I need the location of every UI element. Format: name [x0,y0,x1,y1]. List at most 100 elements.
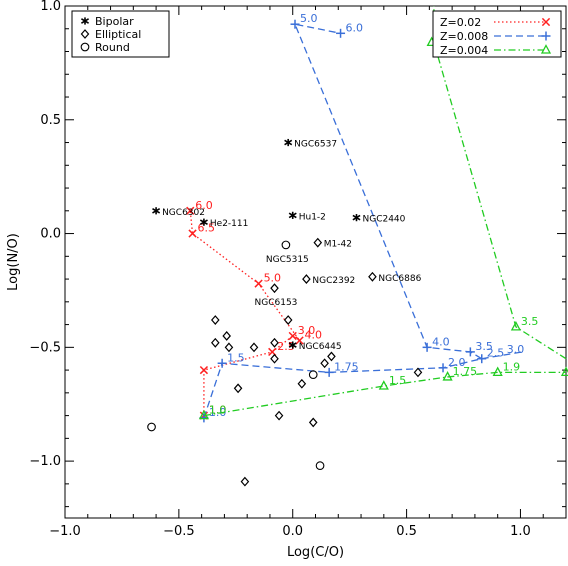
mass-label: 6.0 [346,21,364,34]
series-legend-box [432,10,562,58]
triangle-shape [378,380,389,390]
series-legend-label: Z=0.004 [440,44,488,57]
series-legend-marker [540,44,552,54]
mass-label: 1.9 [503,360,521,373]
mass-label: 3.5 [521,315,539,328]
x-tick-label: −0.5 [163,524,195,539]
pn-label: NGC6153 [255,298,298,308]
mass-label: 6.5 [198,222,216,235]
round-point [281,240,291,250]
y-axis-title: Log(N/O) [6,233,21,291]
x-tick-label: 0.5 [396,524,417,539]
elliptical-point [313,237,323,248]
diamond-shape [211,315,220,325]
series-marker [336,28,346,38]
mass-label: 6.0 [195,199,213,212]
circle-shape [147,422,156,432]
series-marker [198,409,209,420]
series-marker [422,342,432,352]
asterisk-stroke [80,18,90,24]
diamond-shape [270,283,279,294]
circle-shape [281,240,291,250]
diamond-shape [302,274,311,284]
diamond-shape [224,342,234,353]
mass-label: 5.0 [300,12,318,25]
symbol-legend-label: Elliptical [95,28,141,41]
diamond-shape [313,237,323,248]
mass-label: 1.75 [453,365,478,378]
x-tick-label: 0.0 [282,524,303,539]
series-legend-label: Z=0.008 [440,30,488,43]
diamond-shape [270,337,279,348]
elliptical-point [270,283,279,294]
series-line-extra [433,6,567,360]
series-marker [199,365,209,375]
elliptical-point [320,358,329,369]
pn-label: NGC6445 [299,342,342,352]
series-legend-marker [541,31,551,41]
round-point [315,461,325,471]
bipolar-point [288,211,297,219]
triangle-shape [540,44,552,54]
round-point [147,422,156,432]
elliptical-point [249,342,259,353]
elliptical-point [270,353,279,364]
mass-label: 4.0 [432,335,450,348]
bipolar-point [352,214,361,222]
y-tick-label: 0.0 [40,227,61,242]
elliptical-point [222,331,231,341]
y-tick-label: 0.5 [40,113,61,128]
triangle-shape [560,366,568,377]
series-line-extra [481,351,523,360]
diamond-shape [80,29,90,39]
series-line [203,23,484,419]
series-marker [477,354,487,364]
pn-label: He2-111 [210,219,248,229]
diamond-shape [283,315,293,325]
elliptical-point [368,271,377,282]
elliptical-point [211,315,220,325]
symbol-legend-marker [80,29,90,39]
mass-label: 5.0 [264,272,282,285]
pn-label: NGC2392 [312,276,355,286]
diamond-shape [308,417,318,428]
symbol-legend-label: Bipolar [95,15,134,28]
bipolar-point [199,218,208,226]
elliptical-point [413,367,423,378]
x-stroke [186,206,195,215]
mass-label: 1.0 [209,404,227,417]
x-stroke [254,279,263,288]
mass-label: 2.5 [487,347,505,360]
x-stroke [288,331,297,341]
bipolar-point [288,341,297,349]
x-stroke [295,336,304,345]
y-tick-label: −0.5 [29,340,61,355]
series-marker [465,347,475,357]
series-marker [438,363,448,373]
elliptical-point [270,337,279,348]
elliptical-point [224,342,234,353]
pn-label: NGC6302 [162,208,205,218]
diamond-shape [368,271,377,282]
mass-label: 1.0 [209,406,227,419]
series-marker [442,371,453,381]
diamond-shape [211,337,220,348]
series-marker [492,366,503,377]
elliptical-point [240,476,250,487]
mass-label: 3.0 [507,343,525,356]
diamond-shape [320,358,329,369]
series-line [189,210,301,416]
elliptical-point [297,378,307,389]
bipolar-point [152,207,161,215]
symbol-legend-marker [80,17,90,25]
series-legend-marker [541,17,551,27]
elliptical-point [283,315,293,325]
series-marker [188,229,197,238]
mass-label: 3.5 [475,340,493,353]
asterisk-stroke [288,212,297,219]
triangle-shape [198,409,209,420]
series-marker [324,367,334,377]
diamond-shape [222,331,231,341]
pn-label: NGC6886 [378,274,421,284]
